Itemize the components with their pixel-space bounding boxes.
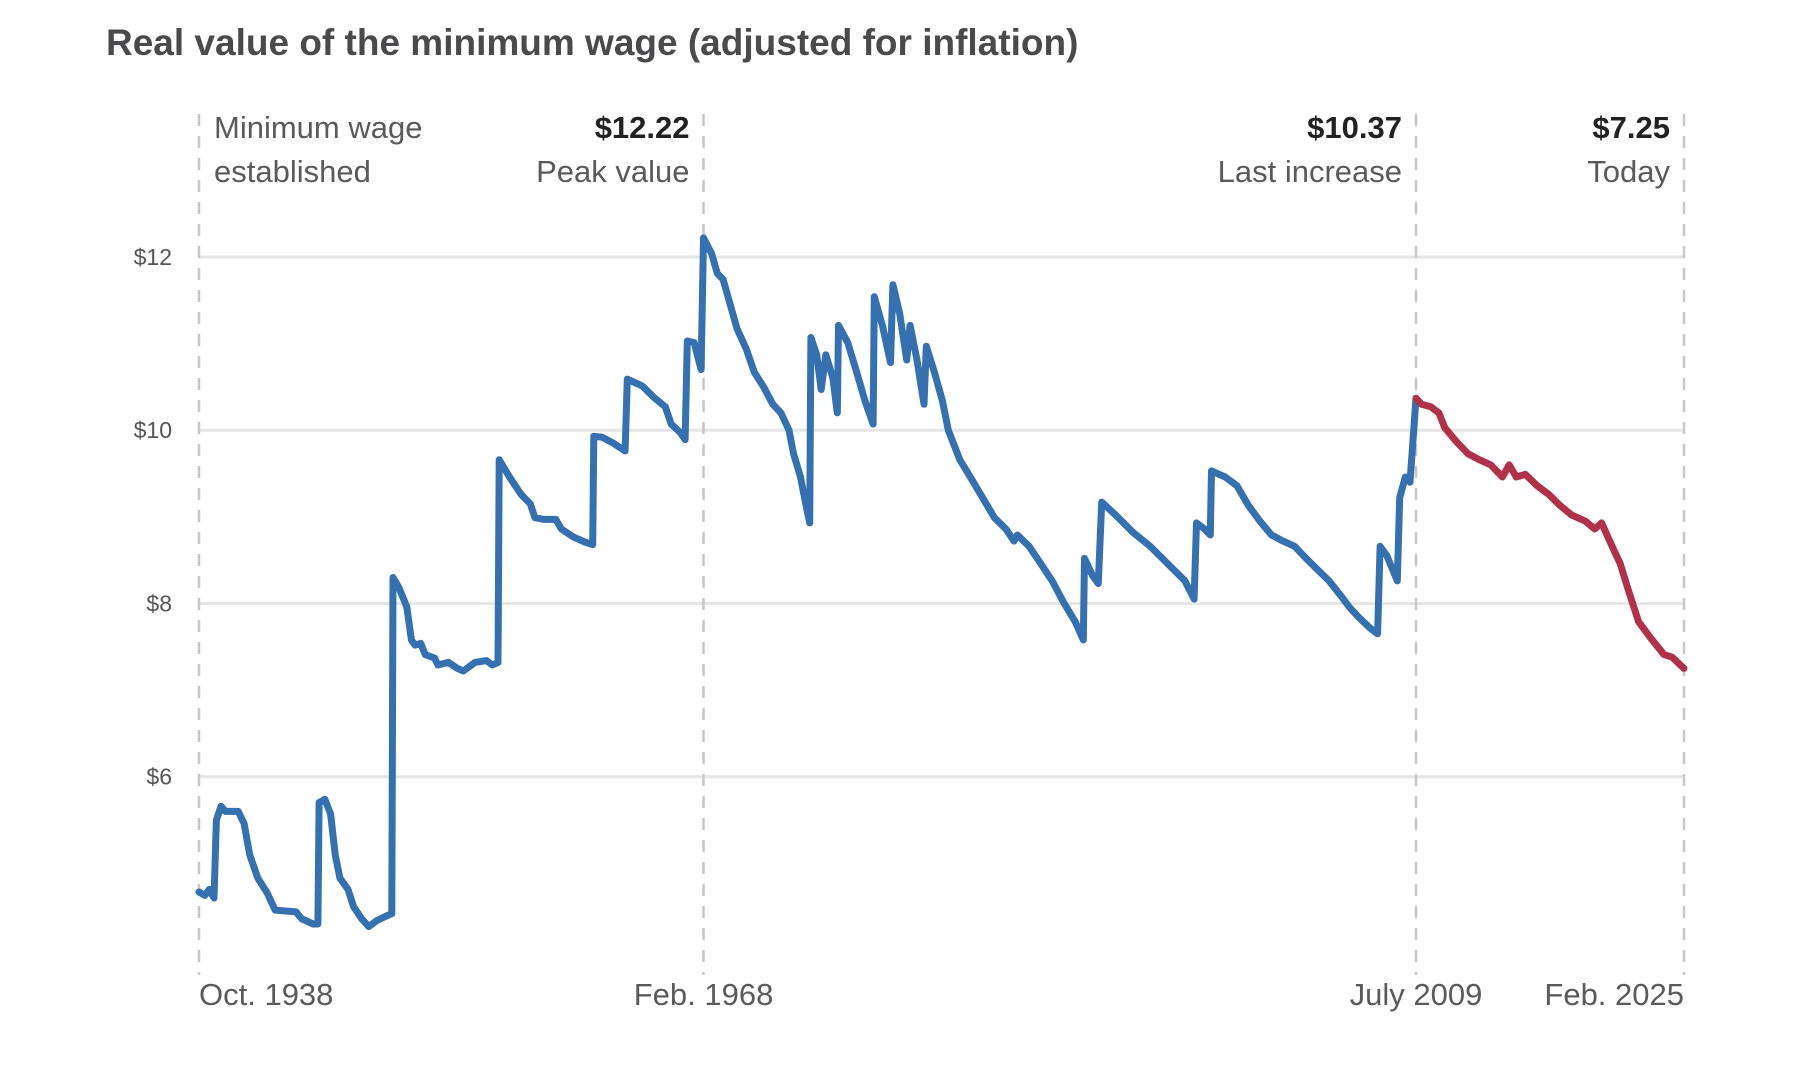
y-tick-label: $8 — [146, 590, 172, 616]
annotation-value: $7.25 — [1592, 110, 1670, 145]
y-tick-label: $6 — [146, 764, 172, 790]
annotation-text: Today — [1587, 154, 1670, 189]
annotation-value: $12.22 — [595, 110, 690, 145]
annotation-text: Minimum wage — [214, 110, 422, 145]
series-line — [195, 234, 1420, 931]
y-tick-label: $12 — [134, 244, 172, 270]
x-tick-label: Oct. 1938 — [199, 977, 333, 1012]
annotation-text: Last increase — [1218, 154, 1402, 189]
annotation-text: Peak value — [536, 154, 689, 189]
annotation-text: established — [214, 154, 371, 189]
annotation-value: $10.37 — [1307, 110, 1402, 145]
x-tick-label: Feb. 1968 — [634, 977, 774, 1012]
x-tick-label: July 2009 — [1350, 977, 1483, 1012]
chart-title: Real value of the minimum wage (adjusted… — [106, 22, 1079, 63]
y-tick-label: $10 — [134, 417, 172, 443]
series-line — [1412, 394, 1688, 672]
x-tick-label: Feb. 2025 — [1544, 977, 1684, 1012]
